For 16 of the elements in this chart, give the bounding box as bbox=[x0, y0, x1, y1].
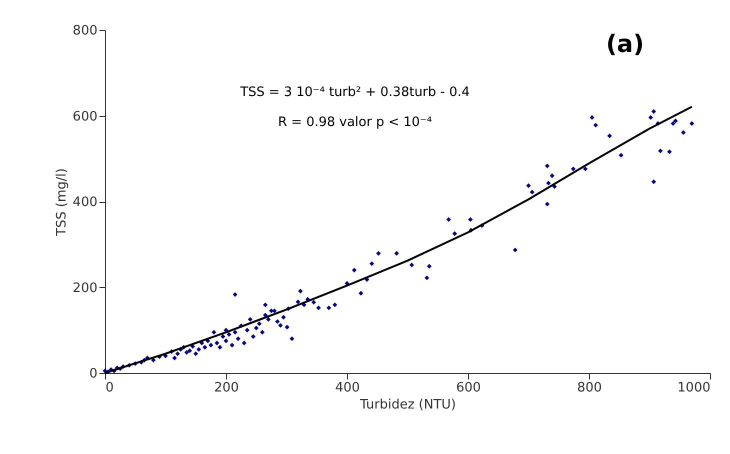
y-tick-label: 800 bbox=[72, 24, 98, 38]
x-tick-label: 600 bbox=[456, 380, 481, 396]
y-tick-label: 0 bbox=[89, 366, 98, 382]
x-tick-label: 800 bbox=[577, 380, 602, 396]
x-axis-title: Turbidez (NTU) bbox=[359, 398, 456, 412]
y-tick-label: 400 bbox=[72, 195, 98, 210]
x-tick-label: 1000 bbox=[677, 380, 710, 396]
annotation: (a) bbox=[606, 30, 644, 58]
y-tick-label: 600 bbox=[72, 109, 98, 124]
x-tick-label: 200 bbox=[214, 380, 239, 396]
y-tick-label: 200 bbox=[72, 280, 98, 296]
y-axis-title: TSS (mg/l) bbox=[54, 168, 70, 237]
x-tick-label: 0 bbox=[106, 380, 114, 396]
x-tick-label: 400 bbox=[335, 380, 360, 396]
annotation: TSS = 3 10⁻⁴ turb² + 0.38turb - 0.4 bbox=[239, 85, 470, 100]
annotation: R = 0.98 valor p < 10⁻⁴ bbox=[278, 115, 432, 130]
